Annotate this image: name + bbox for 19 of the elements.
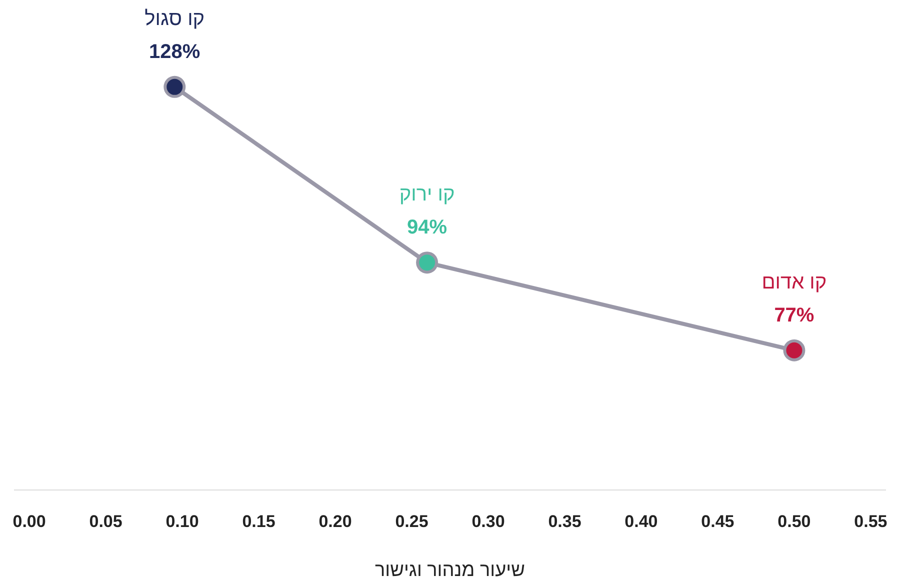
x-tick-label: 0.50	[778, 512, 811, 531]
x-axis-title: שיעור מנהור וגישור	[375, 560, 526, 580]
annotation: קו ירוק	[399, 184, 455, 206]
x-tick-label: 0.35	[548, 512, 582, 531]
x-tick-label: 0.25	[395, 512, 428, 531]
x-tick-label: 0.10	[166, 512, 199, 531]
data-label: 94%	[407, 216, 448, 239]
x-tick-label: 0.00	[12, 512, 46, 531]
x-tick-label: 0.05	[89, 512, 122, 531]
annotation: קו סגול	[144, 8, 205, 30]
x-tick-label: 0.55	[854, 512, 888, 531]
x-tick-label: 0.30	[472, 512, 505, 531]
x-tick-label: 0.20	[318, 512, 352, 531]
x-tick-label: 0.15	[242, 512, 276, 531]
x-tick-label: 0.45	[701, 512, 734, 531]
x-tick-label: 0.40	[624, 512, 658, 531]
data-label: 77%	[774, 304, 814, 326]
data-label: 128%	[149, 40, 200, 63]
annotation: קו אדום	[762, 271, 827, 294]
